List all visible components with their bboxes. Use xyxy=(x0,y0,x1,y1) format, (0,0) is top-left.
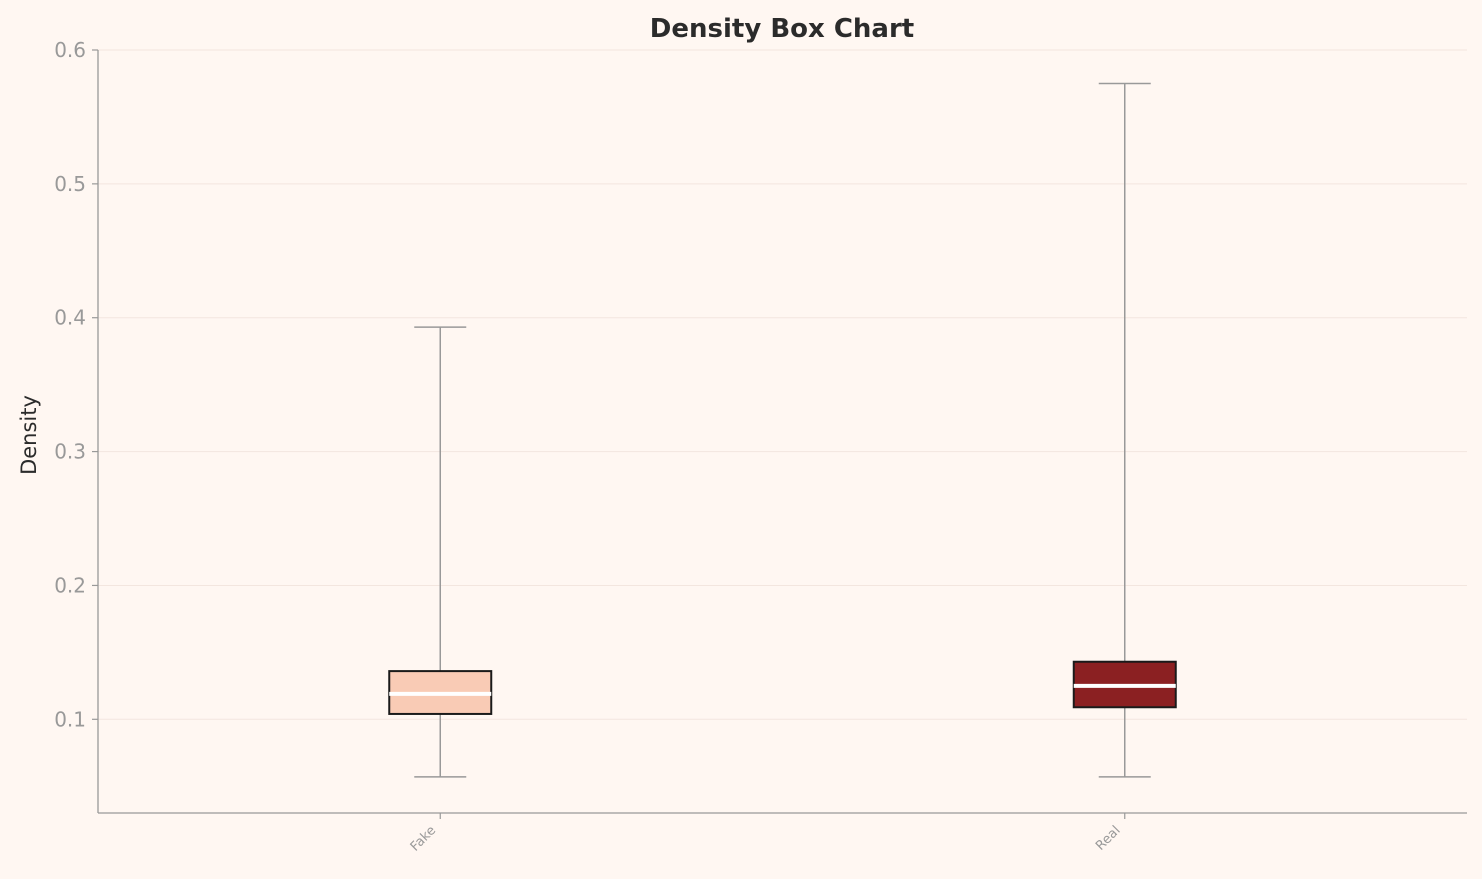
y-tick-label: 0.6 xyxy=(54,38,86,62)
x-tick-label: Real xyxy=(1093,823,1123,853)
y-tick-label: 0.1 xyxy=(54,707,86,731)
box-fake xyxy=(388,326,493,778)
x-tick-label: Fake xyxy=(408,823,439,854)
y-tick-label: 0.3 xyxy=(54,440,86,464)
box-real xyxy=(1072,82,1177,778)
y-tick-label: 0.2 xyxy=(54,573,86,597)
y-tick-label: 0.5 xyxy=(54,172,86,196)
y-axis-label: Density xyxy=(17,395,41,475)
y-tick-label: 0.4 xyxy=(54,306,86,330)
chart-title: Density Box Chart xyxy=(650,14,914,44)
